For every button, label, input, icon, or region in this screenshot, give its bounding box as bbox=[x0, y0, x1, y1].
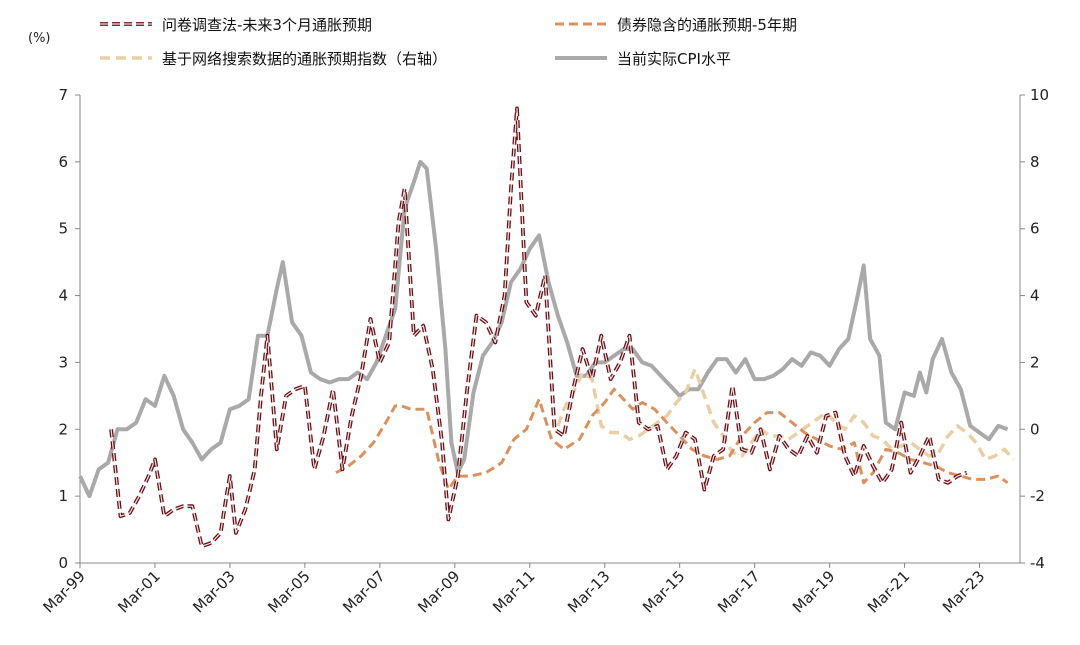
left-tick-label: 2 bbox=[58, 420, 68, 438]
x-tick-label: Mar-99 bbox=[39, 567, 88, 616]
right-tick-label: 8 bbox=[1030, 153, 1040, 171]
x-tick-label: Mar-23 bbox=[939, 567, 988, 616]
x-tick-label: Mar-05 bbox=[264, 567, 313, 616]
left-tick-label: 7 bbox=[58, 86, 68, 104]
x-tick-label: Mar-01 bbox=[114, 567, 163, 616]
x-tick-label: Mar-21 bbox=[864, 567, 913, 616]
left-axis-unit-label: (%) bbox=[28, 31, 51, 46]
legend: 问卷调查法-未来3个月通胀预期 债券隐含的通胀预期-5年期基于网络搜索数据的通胀预… bbox=[100, 16, 797, 68]
left-tick-label: 1 bbox=[58, 487, 68, 505]
left-tick-label: 6 bbox=[58, 153, 68, 171]
x-tick-label: Mar-09 bbox=[414, 567, 463, 616]
right-tick-label: 6 bbox=[1030, 220, 1040, 238]
x-tick-label: Mar-03 bbox=[189, 567, 238, 616]
legend-label-search: 基于网络搜索数据的通胀预期指数（右轴） bbox=[162, 50, 447, 68]
series-lines bbox=[78, 106, 1015, 549]
left-tick-label: 0 bbox=[58, 554, 68, 572]
right-tick-label: 2 bbox=[1030, 353, 1040, 371]
x-tick-label: Mar-07 bbox=[339, 567, 388, 616]
x-tick-label: Mar-13 bbox=[564, 567, 613, 616]
left-tick-label: 3 bbox=[58, 353, 68, 371]
left-tick-label: 5 bbox=[58, 220, 68, 238]
right-tick-label: 4 bbox=[1030, 287, 1040, 305]
series-line-search bbox=[556, 367, 1015, 462]
x-tick-label: Mar-19 bbox=[789, 567, 838, 616]
axes: 0 1 2 3 4 5 6 7 -4 -2 0 2 4 6 8 10 Mar-99 Mar-01 Mar-03 Mar… bbox=[39, 86, 1049, 616]
series-line-bond bbox=[335, 387, 1009, 491]
x-tick-label: Mar-15 bbox=[639, 567, 688, 616]
right-tick-label: 0 bbox=[1030, 420, 1040, 438]
series-line-survey bbox=[110, 107, 968, 547]
right-tick-label: 10 bbox=[1030, 86, 1049, 104]
legend-label-survey: 问卷调查法-未来3个月通胀预期 bbox=[162, 16, 372, 34]
legend-label-bond: 债券隐含的通胀预期-5年期 bbox=[617, 16, 797, 34]
series-line-survey bbox=[109, 106, 968, 549]
left-tick-label: 4 bbox=[58, 287, 68, 305]
series-line-cpi bbox=[78, 159, 1009, 499]
right-tick-label: -2 bbox=[1030, 487, 1045, 505]
right-tick-label: -4 bbox=[1030, 554, 1045, 572]
x-tick-label: Mar-11 bbox=[489, 567, 538, 616]
x-tick-label: Mar-17 bbox=[714, 567, 763, 616]
legend-label-cpi: 当前实际CPI水平 bbox=[617, 50, 731, 68]
